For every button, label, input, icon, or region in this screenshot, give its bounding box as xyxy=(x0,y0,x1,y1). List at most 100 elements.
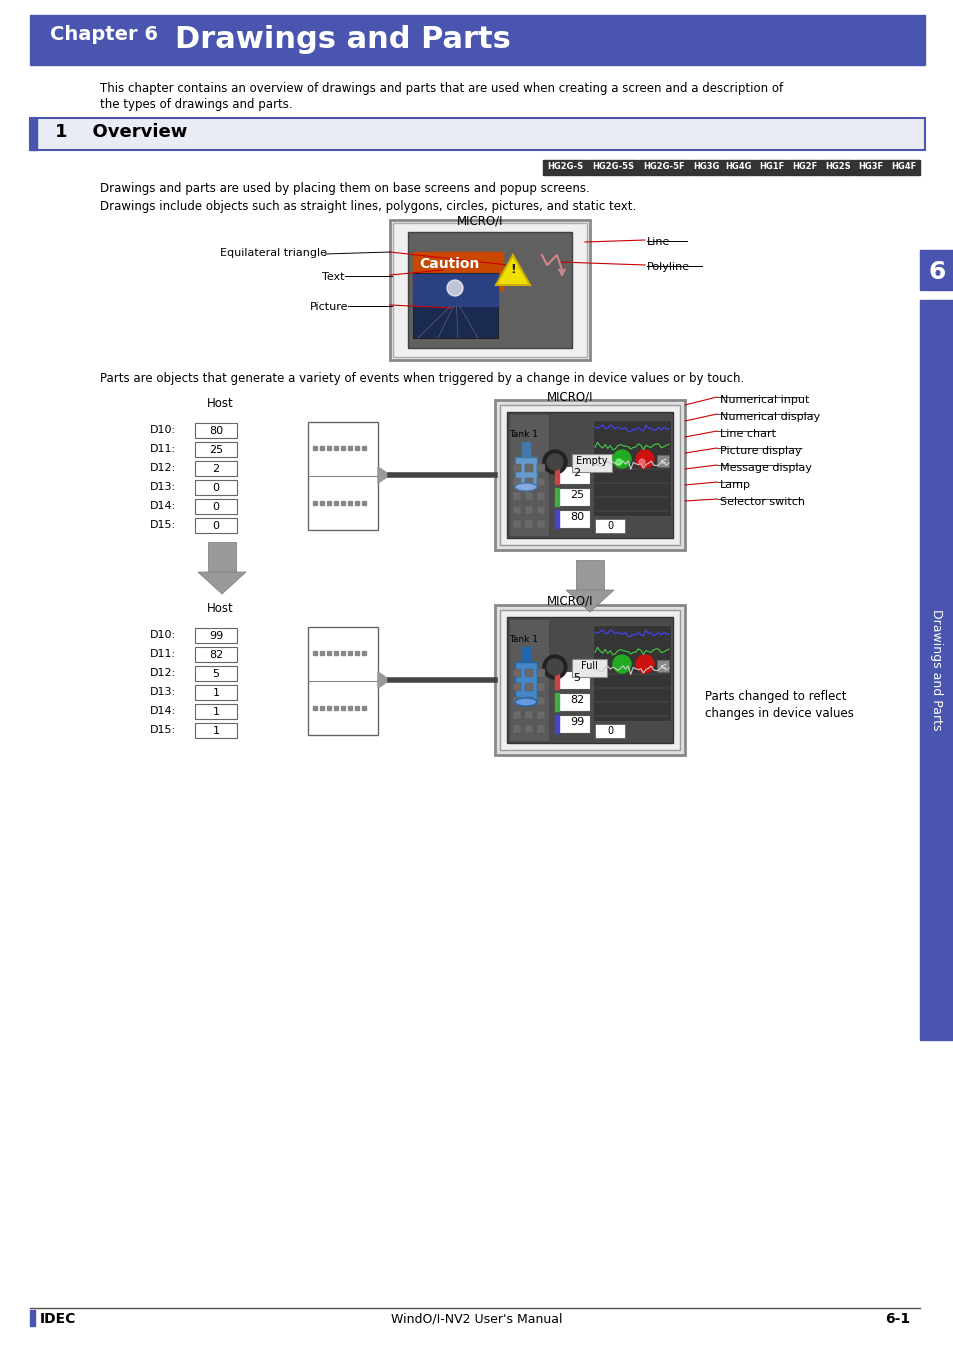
Bar xyxy=(524,711,533,720)
Bar xyxy=(919,250,953,290)
Text: Selector switch: Selector switch xyxy=(720,497,804,508)
Bar xyxy=(639,161,688,176)
Bar xyxy=(513,491,520,500)
Text: <: < xyxy=(659,456,666,464)
Bar xyxy=(919,300,953,1040)
Bar xyxy=(537,711,544,720)
Bar xyxy=(334,501,337,505)
Bar xyxy=(413,252,502,290)
Bar xyxy=(340,651,345,655)
Text: HG2S: HG2S xyxy=(824,162,850,171)
Bar xyxy=(194,647,236,662)
Text: HG2G-S: HG2G-S xyxy=(546,162,582,171)
Text: 99: 99 xyxy=(209,630,223,641)
Bar xyxy=(361,501,366,505)
Text: 82: 82 xyxy=(569,695,583,705)
Bar xyxy=(194,518,236,533)
Bar xyxy=(515,458,537,487)
Bar xyxy=(524,697,533,705)
Text: Full: Full xyxy=(580,662,597,671)
Bar xyxy=(334,706,337,710)
Text: <: < xyxy=(659,662,666,670)
Bar xyxy=(524,506,533,514)
Text: Chapter 6: Chapter 6 xyxy=(50,26,158,45)
Text: Picture display: Picture display xyxy=(720,446,801,456)
Bar xyxy=(513,506,520,514)
Polygon shape xyxy=(377,467,390,483)
Text: Text: Text xyxy=(322,271,345,282)
Bar xyxy=(524,520,533,528)
Text: D11:: D11: xyxy=(150,649,176,659)
Bar xyxy=(194,703,236,720)
Bar xyxy=(308,626,377,734)
Circle shape xyxy=(636,655,654,674)
Bar xyxy=(555,716,589,733)
Text: Parts are objects that generate a variety of events when triggered by a change i: Parts are objects that generate a variet… xyxy=(100,373,743,385)
Text: HG4G: HG4G xyxy=(725,162,752,171)
Bar xyxy=(524,464,533,472)
Text: Parts changed to reflect: Parts changed to reflect xyxy=(704,690,845,703)
Bar xyxy=(194,481,236,495)
Polygon shape xyxy=(565,590,614,612)
Text: Line chart: Line chart xyxy=(720,429,775,439)
Bar xyxy=(413,274,497,306)
Text: 82: 82 xyxy=(209,649,223,660)
Circle shape xyxy=(639,459,644,464)
Bar xyxy=(355,706,358,710)
Bar xyxy=(319,501,324,505)
Bar xyxy=(327,651,331,655)
Text: HG3G: HG3G xyxy=(692,162,719,171)
Polygon shape xyxy=(496,255,530,285)
Bar xyxy=(657,660,668,672)
Bar xyxy=(593,420,670,516)
Text: 1: 1 xyxy=(213,726,219,736)
Text: D10:: D10: xyxy=(150,630,176,640)
Circle shape xyxy=(616,459,621,464)
Text: D14:: D14: xyxy=(150,706,176,716)
Text: HG3F: HG3F xyxy=(858,162,882,171)
Bar xyxy=(327,446,331,450)
Bar xyxy=(537,491,544,500)
Text: D13:: D13: xyxy=(150,482,176,491)
Bar xyxy=(506,617,672,743)
Text: D11:: D11: xyxy=(150,444,176,454)
Bar xyxy=(555,487,558,506)
Text: Drawings and Parts: Drawings and Parts xyxy=(929,609,943,730)
Bar xyxy=(657,455,668,467)
Bar xyxy=(521,647,530,662)
Bar xyxy=(572,454,612,472)
Bar xyxy=(509,414,548,536)
Bar xyxy=(313,706,316,710)
Text: Host: Host xyxy=(207,602,233,616)
Bar xyxy=(524,491,533,500)
Text: IDEC: IDEC xyxy=(40,1312,76,1326)
Text: HG2G-5F: HG2G-5F xyxy=(642,162,684,171)
Bar xyxy=(30,117,37,150)
Bar xyxy=(208,541,235,572)
Bar xyxy=(555,671,589,689)
Text: 80: 80 xyxy=(209,427,223,436)
Text: 6: 6 xyxy=(927,261,944,284)
Bar xyxy=(537,520,544,528)
Bar xyxy=(555,693,589,711)
Bar xyxy=(361,651,366,655)
Bar xyxy=(887,161,919,176)
Bar xyxy=(194,441,236,458)
Text: 25: 25 xyxy=(209,446,223,455)
Bar xyxy=(555,466,558,485)
Bar xyxy=(513,683,520,691)
Text: D12:: D12: xyxy=(150,463,176,472)
Text: 0: 0 xyxy=(213,521,219,531)
Bar xyxy=(340,501,345,505)
Bar xyxy=(334,651,337,655)
Bar xyxy=(537,670,544,676)
Bar xyxy=(355,651,358,655)
Text: 0: 0 xyxy=(213,483,219,493)
Ellipse shape xyxy=(515,483,537,491)
Bar xyxy=(587,161,638,176)
Text: changes in device values: changes in device values xyxy=(704,707,853,720)
Bar xyxy=(194,684,236,701)
Bar xyxy=(390,220,589,360)
Text: Message display: Message display xyxy=(720,463,811,472)
Bar xyxy=(495,605,684,755)
